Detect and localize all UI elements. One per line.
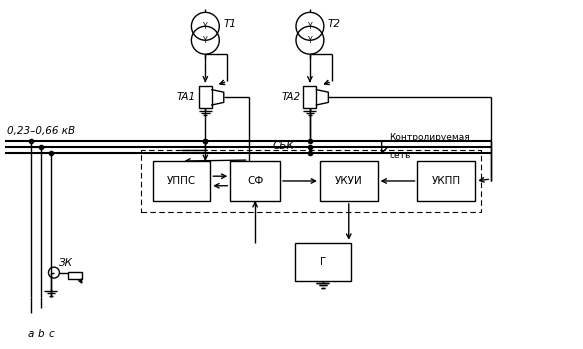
- Bar: [417, 161, 475, 201]
- Text: СБК: СБК: [273, 141, 294, 151]
- Text: TA1: TA1: [177, 92, 196, 102]
- Text: сеть: сеть: [389, 150, 411, 159]
- Text: ЗК: ЗК: [59, 258, 73, 268]
- Text: c: c: [48, 329, 54, 339]
- Bar: [153, 161, 210, 201]
- Text: T1: T1: [223, 19, 236, 29]
- Text: TA2: TA2: [282, 92, 300, 102]
- Bar: [199, 86, 212, 108]
- Text: a: a: [28, 329, 34, 339]
- Text: УКПП: УКПП: [432, 176, 461, 186]
- Bar: [141, 150, 481, 212]
- Text: Y: Y: [203, 36, 208, 45]
- Text: b: b: [38, 329, 44, 339]
- Text: Y: Y: [308, 22, 312, 31]
- Text: УКУИ: УКУИ: [335, 176, 363, 186]
- Text: Y: Y: [203, 22, 208, 31]
- Text: T2: T2: [328, 19, 341, 29]
- Bar: [304, 86, 317, 108]
- Text: Контролируемая: Контролируемая: [389, 133, 470, 142]
- Text: 0,23–0,66 кВ: 0,23–0,66 кВ: [7, 126, 75, 136]
- Text: Y: Y: [308, 36, 312, 45]
- Text: УППС: УППС: [167, 176, 196, 186]
- Text: СФ: СФ: [247, 176, 264, 186]
- Bar: [295, 243, 351, 281]
- Bar: [230, 161, 280, 201]
- Text: Г: Г: [319, 257, 326, 267]
- Bar: [68, 272, 82, 279]
- Bar: [320, 161, 378, 201]
